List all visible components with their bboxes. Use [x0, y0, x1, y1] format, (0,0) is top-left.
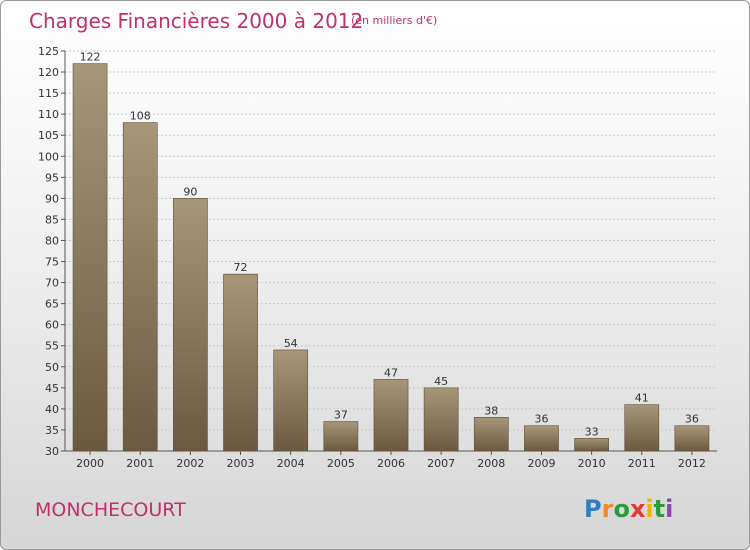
bar: [524, 425, 559, 452]
x-tick-label: 2004: [277, 457, 305, 470]
value-label: 122: [80, 51, 101, 64]
y-tick-label: 90: [45, 192, 59, 205]
logo-letter: i: [645, 495, 653, 523]
y-tick-label: 40: [45, 403, 59, 416]
logo-letter: t: [654, 495, 665, 523]
value-label: 47: [384, 366, 398, 379]
bar: [173, 198, 208, 452]
value-label: 38: [484, 404, 498, 417]
x-axis: 2000 2001 2002 2003 2004 2005 2006 2007 2008 2009…: [76, 451, 706, 470]
x-tick-label: 2002: [176, 457, 204, 470]
x-tick-label: 2000: [76, 457, 104, 470]
y-tick-label: 120: [38, 66, 59, 79]
y-tick-label: 55: [45, 340, 59, 353]
bar: [423, 387, 459, 452]
logo-letter: x: [630, 495, 646, 523]
commune-name: MONCHECOURT: [35, 499, 186, 521]
y-tick-label: 105: [38, 129, 59, 142]
logo-letter: i: [665, 495, 673, 523]
logo-letter: P: [584, 495, 602, 523]
proxiti-logo: Proxiti: [584, 495, 673, 523]
logo-letter: o: [613, 495, 630, 523]
y-tick-label: 115: [38, 87, 59, 100]
x-tick-label: 2006: [377, 457, 405, 470]
logo-letter: r: [602, 495, 614, 523]
x-tick-label: 2005: [327, 457, 355, 470]
bar: [72, 63, 108, 452]
x-tick-label: 2010: [578, 457, 606, 470]
value-label: 41: [635, 392, 649, 405]
y-tick-label: 80: [45, 234, 59, 247]
y-tick-label: 100: [38, 150, 59, 163]
value-label: 37: [334, 409, 348, 422]
value-label: 36: [534, 413, 548, 426]
bar: [674, 425, 710, 452]
y-tick-label: 110: [38, 108, 59, 121]
y-tick-label: 30: [45, 445, 59, 458]
x-tick-label: 2007: [427, 457, 455, 470]
y-tick-label: 50: [45, 361, 59, 374]
y-tick-label: 35: [45, 424, 59, 437]
bar: [373, 379, 409, 452]
y-tick-label: 45: [45, 382, 59, 395]
chart-subtitle: (en milliers d'€): [351, 14, 437, 27]
bars: [72, 63, 710, 452]
value-label: 45: [434, 375, 448, 388]
bar: [223, 273, 258, 452]
x-tick-label: 2001: [126, 457, 154, 470]
bar: [323, 421, 359, 452]
y-tick-label: 95: [45, 171, 59, 184]
bar: [122, 122, 158, 452]
bar: [273, 349, 309, 452]
x-tick-label: 2009: [527, 457, 555, 470]
value-label: 36: [685, 413, 699, 426]
value-labels: 122 108 90 72 54 37 47 45 38 36 33 41 36: [80, 51, 699, 439]
value-label: 108: [130, 110, 151, 123]
y-tick-label: 70: [45, 277, 59, 290]
x-tick-label: 2008: [477, 457, 505, 470]
y-tick-label: 60: [45, 319, 59, 332]
bar: [473, 417, 509, 452]
bar: [574, 438, 609, 452]
value-label: 33: [585, 425, 599, 438]
value-label: 54: [284, 337, 298, 350]
chart-title: Charges Financières 2000 à 2012: [29, 9, 363, 33]
bar: [624, 404, 660, 452]
x-tick-label: 2012: [678, 457, 706, 470]
y-tick-label: 125: [38, 45, 59, 58]
y-tick-label: 65: [45, 298, 59, 311]
y-tick-label: 75: [45, 256, 59, 269]
value-label: 90: [183, 185, 197, 198]
x-tick-label: 2011: [628, 457, 656, 470]
y-tick-label: 85: [45, 213, 59, 226]
value-label: 72: [234, 261, 248, 274]
x-tick-label: 2003: [227, 457, 255, 470]
